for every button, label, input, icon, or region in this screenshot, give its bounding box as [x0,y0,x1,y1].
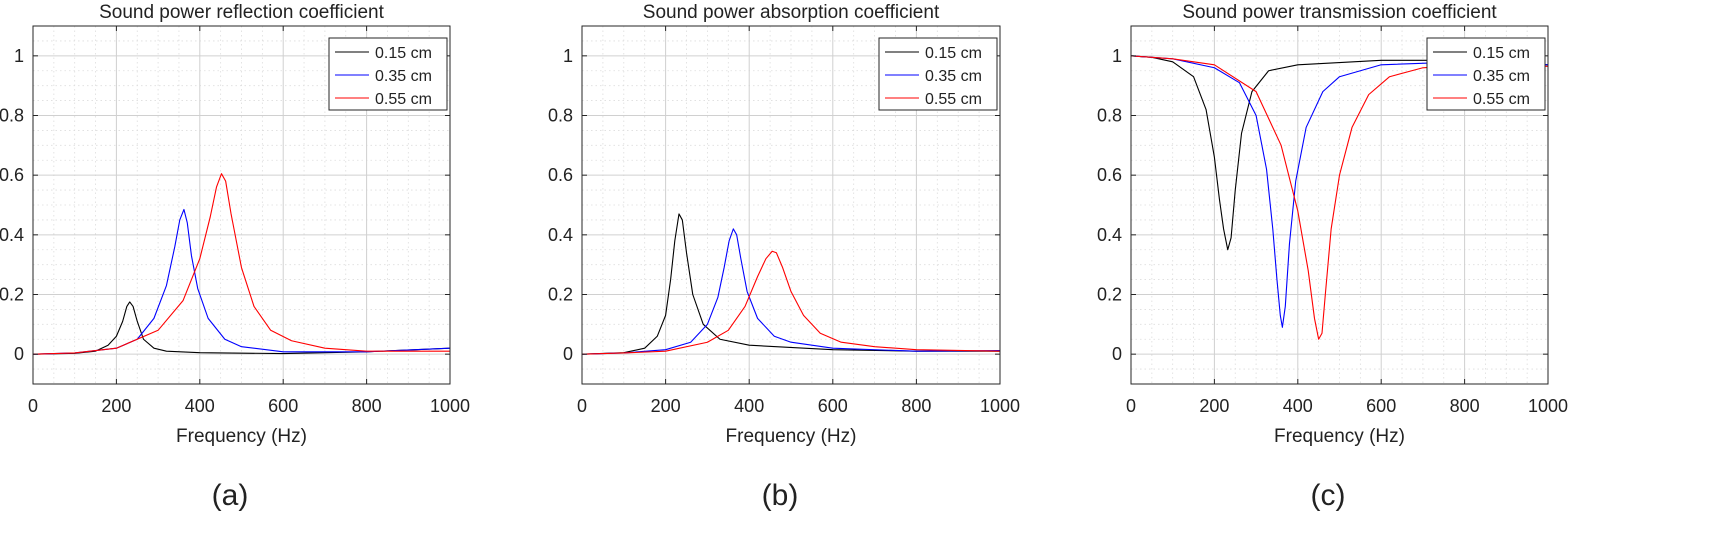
legend-entry: 0.35 cm [1473,68,1530,85]
x-tick-label: 200 [651,396,681,416]
series-lines [582,213,1000,355]
x-tick-label: 800 [901,396,931,416]
series-line-1 [1131,55,1548,251]
y-tick-label: 0.8 [0,106,24,126]
y-tick-label: 1 [14,46,24,66]
x-tick-label: 0 [1126,396,1136,416]
x-axis-title: Frequency (Hz) [1274,426,1405,447]
x-tick-label: 600 [268,396,298,416]
y-tick-label: 1 [563,46,573,66]
chart-panel-3: 0 200 400 600 800 1000 0 0.2 0.4 0.6 0.8 1 Sound pow… [1097,2,1568,512]
series-lines [33,173,450,355]
legend-entry: 0.35 cm [375,68,432,85]
series-line-2 [1131,55,1548,328]
series-line-3 [33,173,450,355]
x-tick-label: 400 [734,396,764,416]
y-tick-label: 0 [563,344,573,364]
x-tick-label: 1000 [980,396,1020,416]
panel-label: (a) [212,479,249,512]
legend: 0.15 cm 0.35 cm 0.55 cm [878,37,998,111]
x-tick-label: 800 [352,396,382,416]
x-tick-label: 600 [818,396,848,416]
y-tick-label: 0.6 [0,165,24,185]
axes-frame [32,25,451,385]
x-tick-label: 800 [1450,396,1480,416]
legend: 0.15 cm 0.35 cm 0.55 cm [328,37,448,111]
y-tick-label: 0.6 [548,165,573,185]
chart-panel-2: 0 200 400 600 800 1000 0 0.2 0.4 0.6 0.8 1 Sound pow… [548,2,1020,512]
legend-entry: 0.15 cm [375,45,432,62]
series-lines [1131,55,1548,340]
chart-title: Sound power reflection coefficient [99,2,385,23]
x-axis-title: Frequency (Hz) [726,426,857,447]
x-tick-label: 400 [1283,396,1313,416]
series-line-3 [582,250,1000,355]
legend-entry: 0.55 cm [925,91,982,108]
x-tick-label: 400 [185,396,215,416]
legend: 0.15 cm 0.35 cm 0.55 cm [1426,37,1546,111]
y-tick-label: 0.4 [1097,225,1122,245]
legend-entry: 0.55 cm [1473,91,1530,108]
y-tick-label: 0.8 [548,106,573,126]
x-tick-label: 0 [28,396,38,416]
x-tick-label: 600 [1366,396,1396,416]
y-tick-label: 0.2 [0,285,24,305]
chart-panel-1: 0 200 400 600 800 1000 0 0.2 0.4 0.6 0.8 1 Sound pow… [0,2,470,512]
x-tick-label: 1000 [430,396,470,416]
y-tick-label: 0.4 [548,225,573,245]
series-line-3 [1131,55,1548,340]
y-tick-label: 0.6 [1097,165,1122,185]
x-tick-label: 200 [101,396,131,416]
axes-frame [1130,25,1549,385]
y-tick-label: 0.2 [548,285,573,305]
legend-entry: 0.15 cm [925,45,982,62]
chart-title: Sound power transmission coefficient [1182,2,1497,23]
y-tick-label: 0.4 [0,225,24,245]
y-tick-label: 0 [1112,344,1122,364]
y-tick-label: 0.2 [1097,285,1122,305]
x-tick-label: 0 [577,396,587,416]
series-line-1 [33,301,450,355]
y-tick-label: 0.8 [1097,106,1122,126]
series-line-1 [582,213,1000,355]
y-tick-label: 1 [1112,46,1122,66]
x-axis-title: Frequency (Hz) [176,426,307,447]
axes-frame [581,25,1001,385]
panel-label: (c) [1311,479,1346,512]
legend-entry: 0.35 cm [925,68,982,85]
legend-entry: 0.55 cm [375,91,432,108]
y-tick-label: 0 [14,344,24,364]
x-tick-label: 1000 [1528,396,1568,416]
legend-entry: 0.15 cm [1473,45,1530,62]
panel-label: (b) [762,479,799,512]
x-tick-label: 200 [1199,396,1229,416]
chart-title: Sound power absorption coefficient [643,2,940,23]
series-line-2 [582,228,1000,355]
